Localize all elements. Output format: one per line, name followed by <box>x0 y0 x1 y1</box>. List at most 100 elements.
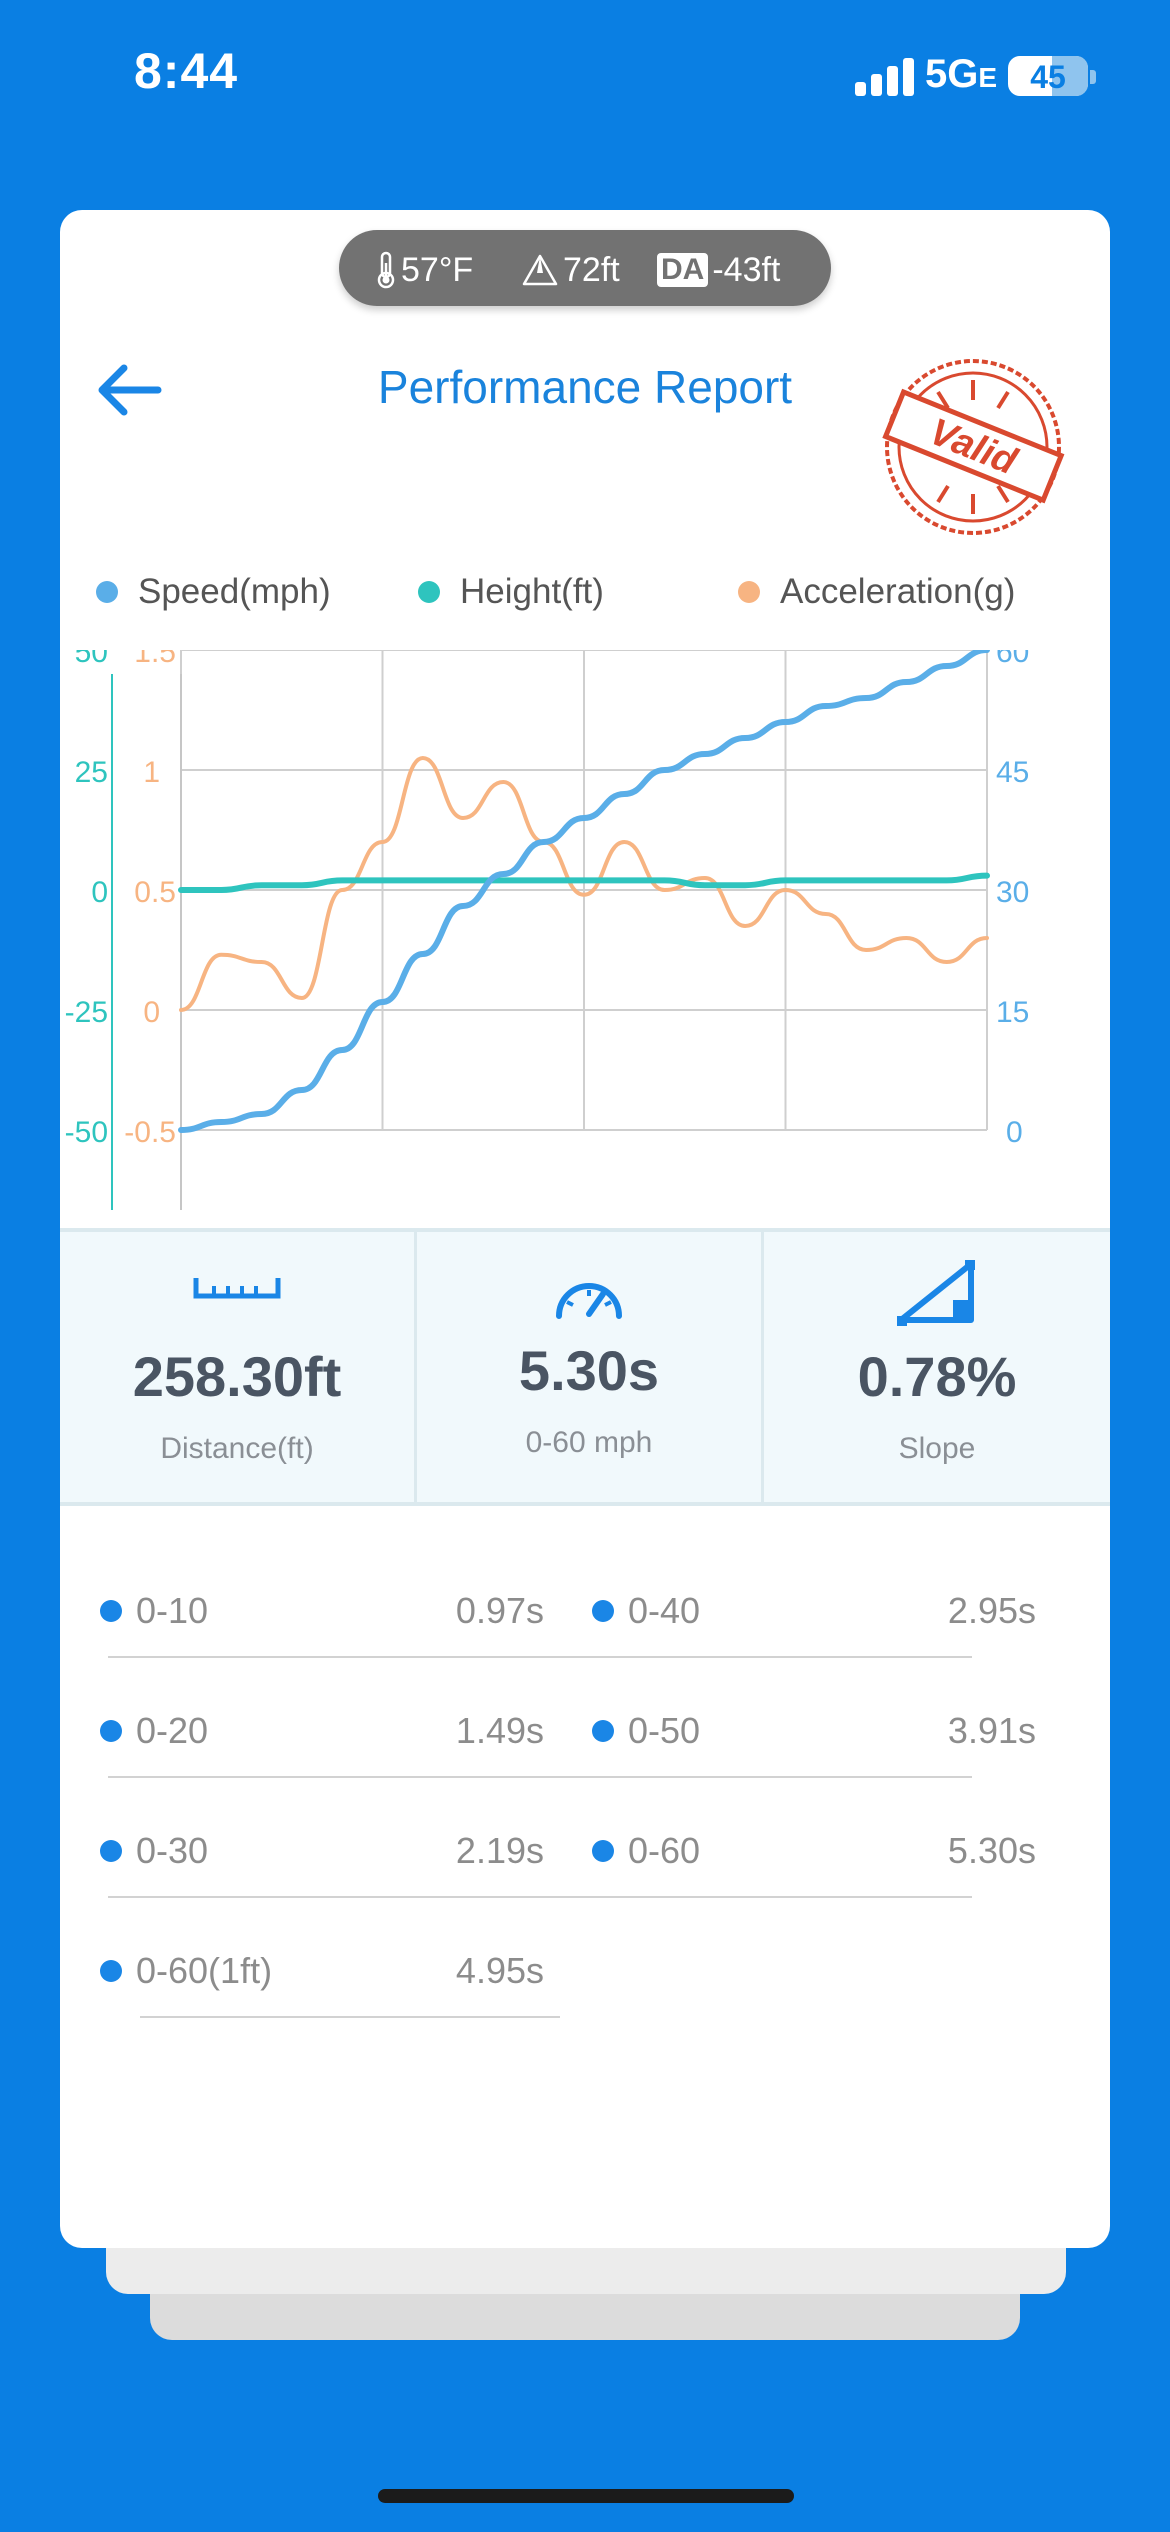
speed-line <box>178 650 990 1133</box>
split-value: 0.97s <box>455 1590 544 1631</box>
split-row: 0-50 3.91s <box>108 1660 1036 1780</box>
stats-panel: 258.30ft Distance(ft) 5.30s 0-60 mph 0.7… <box>60 1228 1110 1506</box>
tick-label: 15 <box>996 996 1029 1029</box>
chart-grid <box>180 650 988 1131</box>
legend-label: Acceleration(g) <box>780 571 1016 611</box>
tick-label: 50 <box>75 650 108 669</box>
legend-acceleration: Acceleration(g) <box>738 570 1015 612</box>
legend-dot <box>738 580 760 603</box>
legend-speed: Speed(mph) <box>96 570 331 612</box>
split-row: 0-20 1.49s <box>100 1660 544 1780</box>
split-bullet <box>100 1720 122 1742</box>
temperature-value: 57°F <box>401 251 474 290</box>
tick-label: 30 <box>996 876 1029 909</box>
speedometer-icon <box>556 1283 622 1319</box>
split-value: 5.30s <box>947 1830 1036 1871</box>
split-divider <box>108 1656 972 1658</box>
split-value: 3.91s <box>947 1710 1036 1751</box>
split-name: 0-60 <box>628 1830 701 1871</box>
tick-label: 0 <box>1006 1116 1023 1149</box>
legend-dot <box>418 580 440 603</box>
right-axis: 60 45 30 15 0 <box>996 650 1029 1149</box>
elevation-value: 72ft <box>563 251 620 290</box>
stat-zero-to-sixty: 5.30s 0-60 mph <box>417 1232 761 1502</box>
legend-dot <box>96 580 118 603</box>
split-name: 0-30 <box>136 1830 209 1871</box>
stat-label: Distance(ft) <box>160 1432 314 1465</box>
tick-label: 0 <box>143 996 160 1029</box>
split-value: 2.95s <box>947 1590 1036 1631</box>
stat-distance: 258.30ft Distance(ft) <box>60 1232 414 1502</box>
tick-label: 25 <box>75 756 108 789</box>
split-row: 0-30 2.19s <box>100 1780 544 1900</box>
da-badge: DA <box>657 253 709 288</box>
performance-report-card: 57°F 72ft DA -43ft Performance Report <box>60 210 1110 2248</box>
tick-label: -0.5 <box>124 1116 176 1149</box>
acceleration-line <box>179 755 989 1012</box>
slope-icon <box>897 1260 975 1326</box>
stat-label: 0-60 mph <box>525 1426 653 1459</box>
cellular-signal-icon <box>855 58 915 96</box>
tick-label: 45 <box>996 756 1029 789</box>
performance-chart: 50 25 0 -25 -50 1.5 1 0.5 0 -0.5 60 45 3… <box>65 650 1029 1210</box>
legend-label: Speed(mph) <box>138 571 331 611</box>
home-indicator[interactable] <box>378 2489 794 2503</box>
left-inner-axis: 1.5 1 0.5 0 -0.5 <box>124 650 176 1149</box>
split-row: 0-60(1ft) 4.95s <box>100 1900 560 2020</box>
stat-value: 258.30ft <box>132 1345 342 1408</box>
chart-series <box>178 650 990 1133</box>
split-name: 0-60(1ft) <box>136 1950 273 1991</box>
density-altitude-item: DA -43ft <box>657 248 781 290</box>
split-divider <box>140 2016 560 2018</box>
battery-icon: 45 <box>1008 56 1088 96</box>
stat-divider <box>761 1232 764 1502</box>
elevation-item: 72ft <box>521 248 620 290</box>
temperature-item: 57°F <box>375 248 474 290</box>
split-bullet <box>100 1960 122 1982</box>
density-altitude-value: -43ft <box>712 251 781 290</box>
status-time: 8:44 <box>134 43 239 99</box>
tick-label: -50 <box>65 1116 108 1149</box>
environment-pill: 57°F 72ft DA -43ft <box>339 230 831 306</box>
valid-stamp: Valid <box>878 352 1068 542</box>
network-suffix: E <box>978 62 998 93</box>
arrow-left-icon <box>98 364 162 416</box>
stat-slope: 0.78% Slope <box>764 1232 1110 1502</box>
split-row: 0-10 0.97s <box>100 1540 560 1660</box>
thermometer-icon <box>377 251 395 289</box>
split-value: 4.95s <box>455 1950 544 1991</box>
stat-divider <box>414 1232 417 1502</box>
split-row: 0-60 5.30s <box>108 1780 1036 1900</box>
legend-label: Height(ft) <box>460 571 604 611</box>
tick-label: 1 <box>143 756 160 789</box>
split-name: 0-40 <box>628 1590 701 1631</box>
split-divider <box>108 1896 972 1898</box>
tick-label: 0.5 <box>134 876 176 909</box>
split-bullet <box>592 1840 614 1862</box>
back-button[interactable] <box>88 350 168 430</box>
stat-value: 0.78% <box>857 1345 1017 1408</box>
split-bullet <box>592 1600 614 1622</box>
chart-axis-lines <box>111 674 182 1210</box>
tick-label: 60 <box>996 650 1029 669</box>
legend-height: Height(ft) <box>418 570 604 612</box>
height-line <box>178 872 990 893</box>
split-name: 0-50 <box>628 1710 701 1751</box>
tick-label: -25 <box>65 996 108 1029</box>
battery-level: 45 <box>1030 59 1066 95</box>
split-name: 0-10 <box>136 1590 209 1631</box>
split-value: 1.49s <box>455 1710 544 1751</box>
split-bullet <box>100 1840 122 1862</box>
split-bullet <box>592 1720 614 1742</box>
stat-label: Slope <box>898 1432 976 1465</box>
tick-label: 1.5 <box>134 650 176 669</box>
page-title: Performance Report <box>377 361 793 413</box>
network-type: 5GE <box>925 52 997 97</box>
split-divider <box>108 1776 972 1778</box>
split-value: 2.19s <box>455 1830 544 1871</box>
left-outer-axis: 50 25 0 -25 -50 <box>65 650 108 1149</box>
battery-tip <box>1090 70 1096 84</box>
mountain-icon <box>522 254 558 286</box>
split-name: 0-20 <box>136 1710 209 1751</box>
ruler-icon <box>193 1278 281 1299</box>
